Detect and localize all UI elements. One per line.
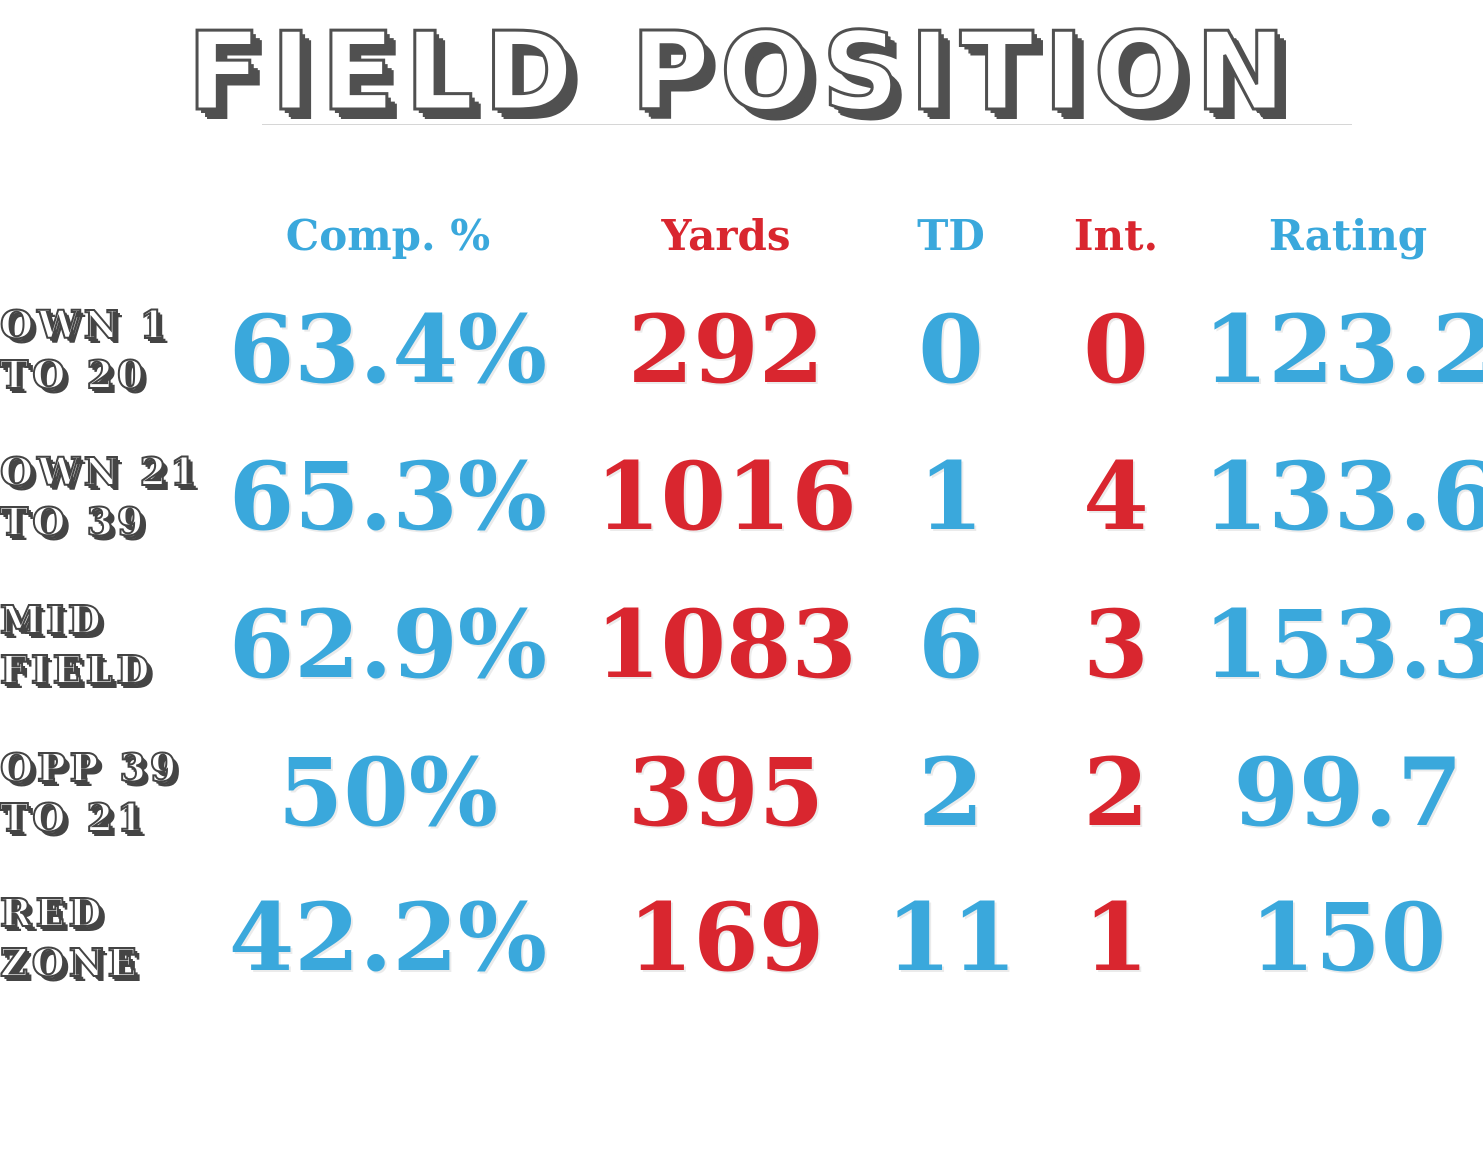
column-header-comp-pct: Comp. % [285,211,491,260]
cell-yards: 169 [627,883,825,993]
cell-td: 6 [918,590,984,700]
row-label-line: FIELD [0,646,154,693]
cell-rating: 133.6 [1203,442,1483,552]
cell-int: 2 [1083,738,1149,848]
row-label-line: OWN 1 [0,301,171,348]
row-label-line: TO 21 [0,794,148,841]
row-label-line: TO 20 [0,351,148,398]
row-label-line: MID [0,596,105,643]
title-underline [262,124,1352,125]
cell-rating: 150 [1249,883,1447,993]
column-header-int: Int. [1073,211,1159,260]
row-label-line: TO 39 [0,498,148,545]
cell-comp-pct: 50% [277,738,499,848]
page-title: FIELD POSITION [186,9,1296,137]
row-label-line: OWN 21 [0,448,201,495]
cell-yards: 292 [627,295,825,405]
cell-comp-pct: 42.2% [228,883,548,993]
cell-td: 11 [886,883,1017,993]
row-label-line: OPP 39 [0,744,181,791]
cell-yards: 395 [627,738,825,848]
column-header-yards: Yards [661,211,791,260]
cell-int: 4 [1083,442,1149,552]
cell-yards: 1016 [595,442,857,552]
column-header-td: TD [917,211,985,260]
cell-yards: 1083 [595,590,857,700]
cell-comp-pct: 65.3% [228,442,548,552]
row-label-line: ZONE [0,939,141,986]
cell-int: 1 [1083,883,1149,993]
row-label: OPP 39 TO 21 [0,743,215,843]
row-label: OWN 21 TO 39 [0,447,215,547]
column-header-rating: Rating [1268,211,1428,260]
row-label: RED ZONE [0,888,215,988]
cell-comp-pct: 62.9% [228,590,548,700]
cell-int: 0 [1083,295,1149,405]
row-label: MID FIELD [0,595,215,695]
cell-rating: 99.7 [1233,738,1463,848]
cell-td: 0 [918,295,984,405]
cell-rating: 153.3 [1203,590,1483,700]
cell-td: 2 [918,738,984,848]
cell-td: 1 [918,442,984,552]
row-label-line: RED [0,889,106,936]
cell-rating: 123.2 [1203,295,1483,405]
row-label: OWN 1 TO 20 [0,300,215,400]
cell-int: 3 [1083,590,1149,700]
cell-comp-pct: 63.4% [228,295,548,405]
